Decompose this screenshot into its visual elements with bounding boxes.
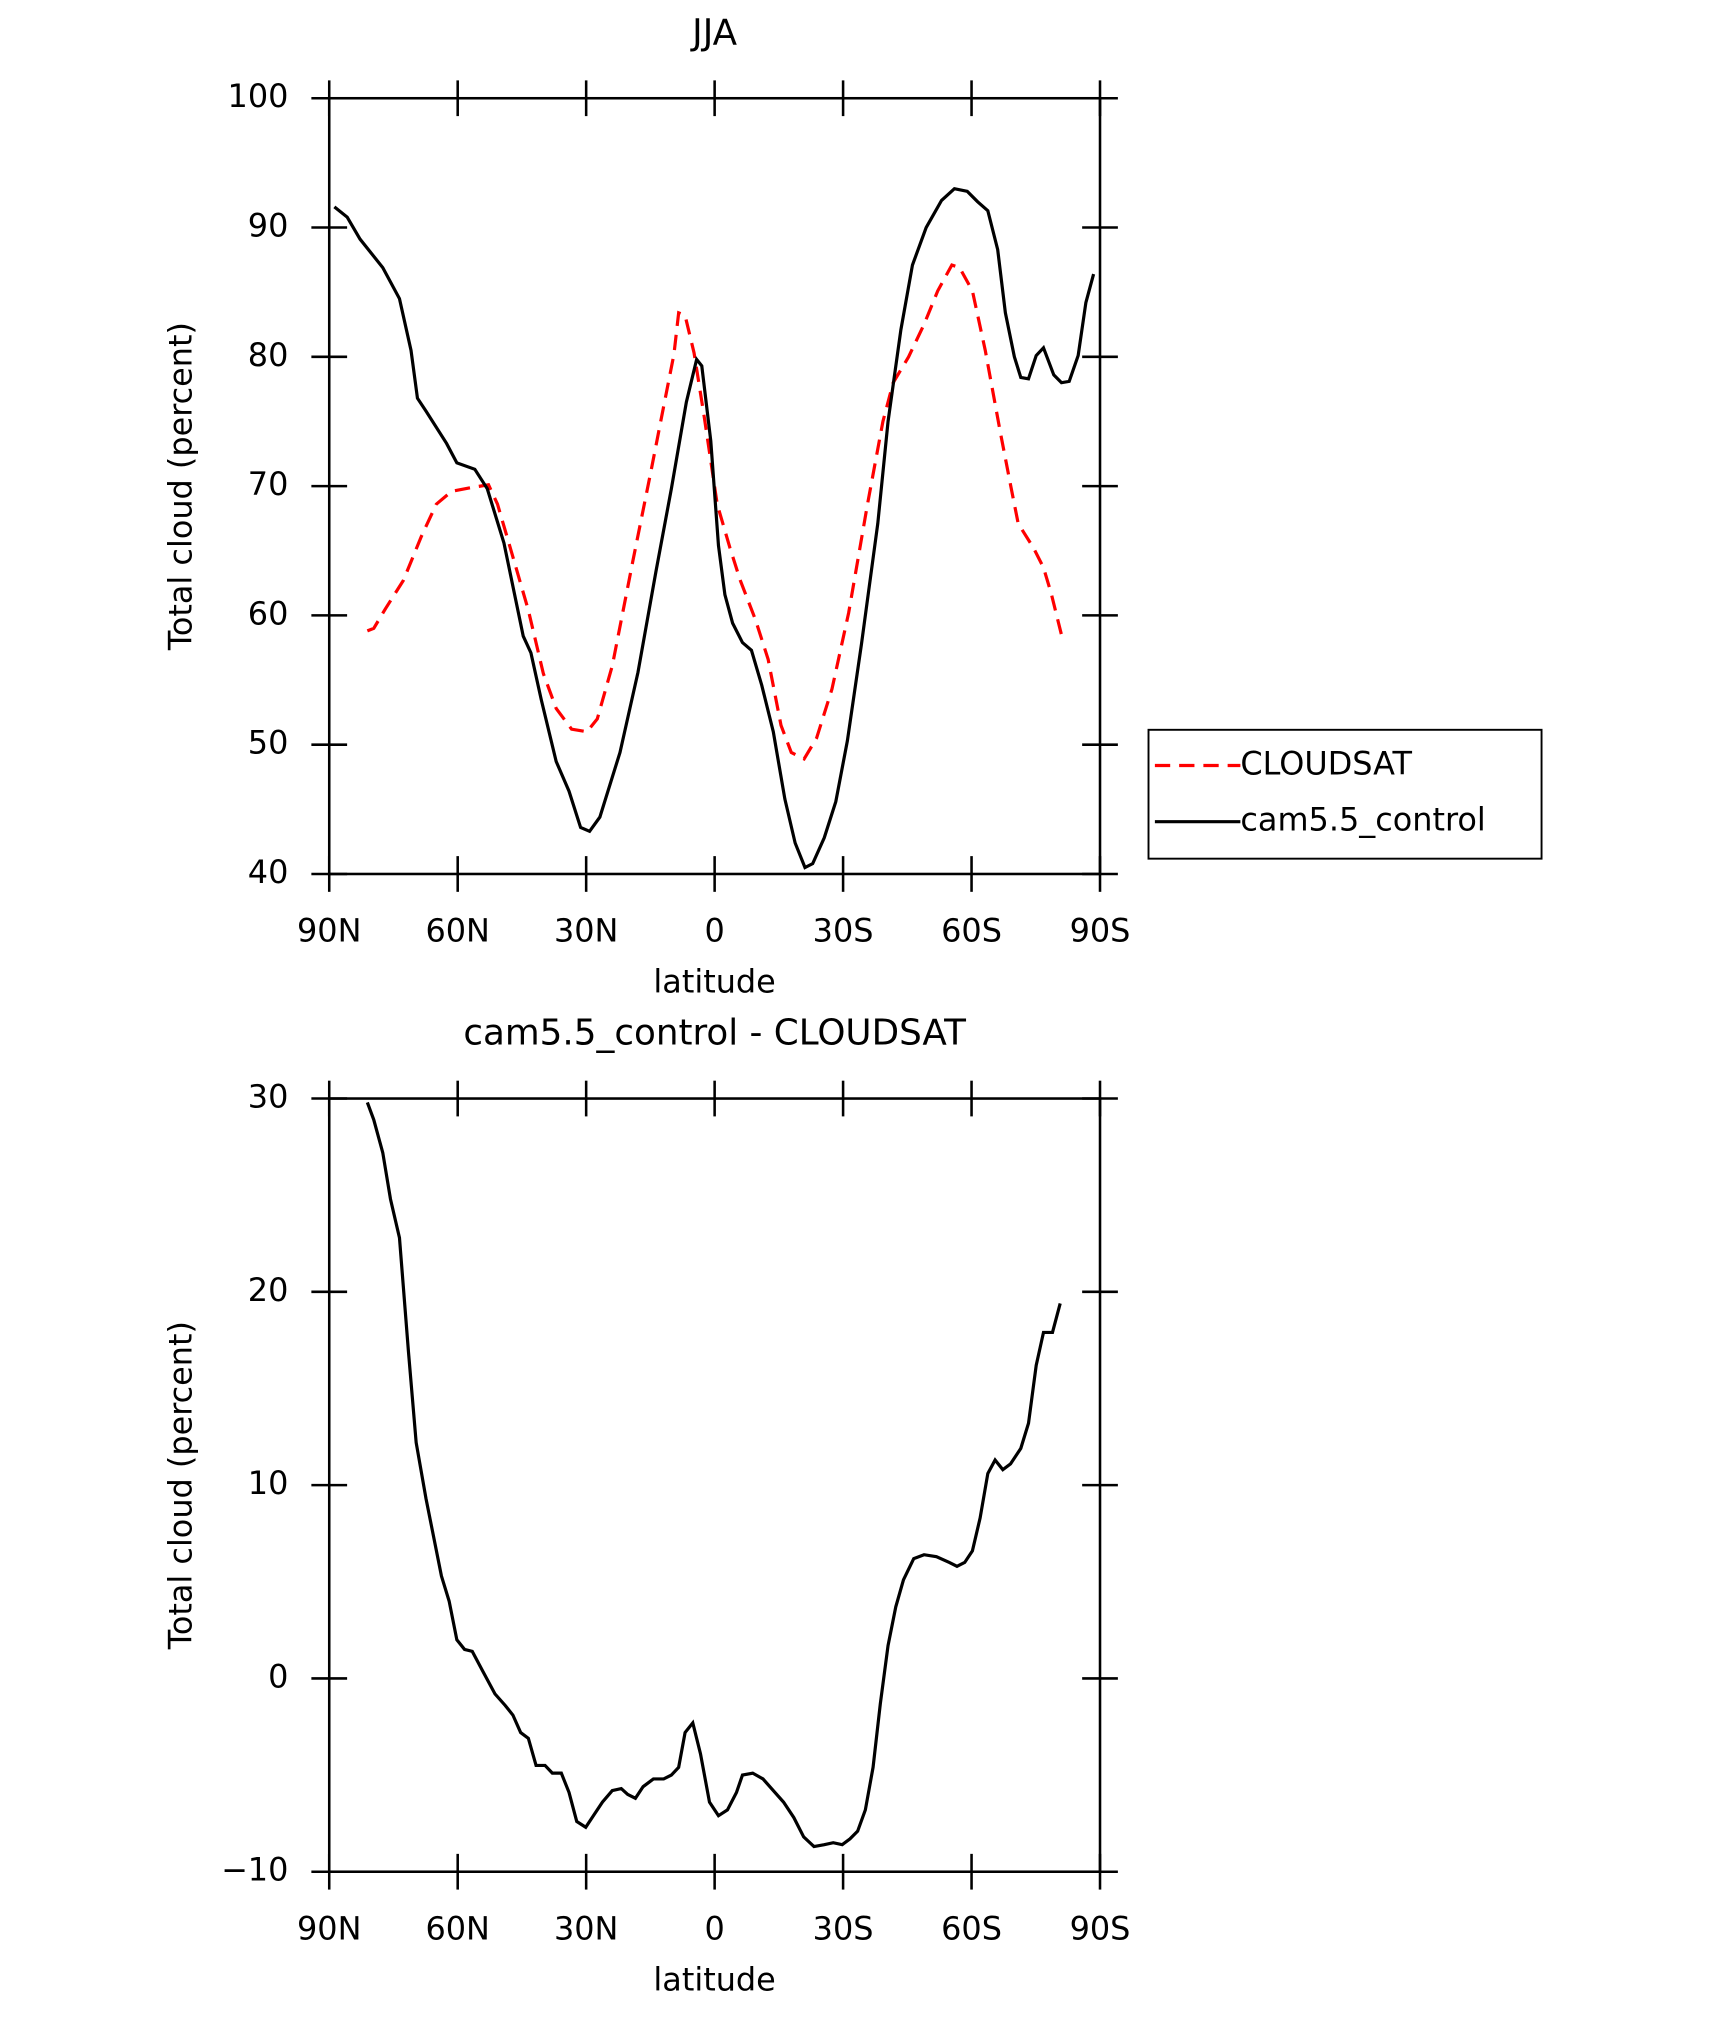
y-tick-label: 30 xyxy=(248,1078,289,1116)
y-axis-label: Total cloud (percent) xyxy=(161,322,199,651)
x-tick-label: 60N xyxy=(425,1909,489,1947)
x-axis-label: latitude xyxy=(653,1960,775,1998)
chart-title: JJA xyxy=(690,12,737,53)
x-tick-label: 90S xyxy=(1070,1909,1131,1947)
x-tick-label: 0 xyxy=(704,1909,724,1947)
y-tick-label: −10 xyxy=(221,1851,288,1889)
chart-title: cam5.5_control - CLOUDSAT xyxy=(463,1013,966,1054)
x-tick-label: 0 xyxy=(704,912,724,950)
x-tick-label: 60N xyxy=(425,912,489,950)
x-tick-label: 60S xyxy=(941,1909,1002,1947)
x-tick-label: 90N xyxy=(297,912,361,950)
y-axis-label: Total cloud (percent) xyxy=(161,1321,199,1650)
x-tick-label: 60S xyxy=(941,912,1002,950)
y-tick-label: 70 xyxy=(248,465,289,503)
legend-label: cam5.5_control xyxy=(1240,801,1485,839)
y-tick-label: 100 xyxy=(228,77,289,115)
x-tick-label: 90N xyxy=(297,1909,361,1947)
y-tick-label: 20 xyxy=(248,1271,289,1309)
legend-box xyxy=(1147,728,1543,860)
y-tick-label: 10 xyxy=(248,1464,289,1502)
x-tick-label: 90S xyxy=(1070,912,1131,950)
x-axis-label: latitude xyxy=(653,963,775,1001)
y-tick-label: 90 xyxy=(248,207,289,245)
y-tick-label: 40 xyxy=(248,853,289,891)
x-tick-label: 30N xyxy=(554,1909,618,1947)
y-tick-label: 50 xyxy=(248,724,289,762)
x-tick-label: 30S xyxy=(813,1909,874,1947)
data-line xyxy=(365,1101,1062,1849)
y-tick-label: 80 xyxy=(248,336,289,374)
x-tick-label: 30N xyxy=(554,912,618,950)
x-tick-label: 30S xyxy=(813,912,874,950)
y-tick-label: 0 xyxy=(268,1657,288,1695)
data-line xyxy=(333,187,1096,870)
y-tick-label: 60 xyxy=(248,594,289,632)
legend-label: CLOUDSAT xyxy=(1240,745,1412,783)
data-line xyxy=(366,263,1064,762)
